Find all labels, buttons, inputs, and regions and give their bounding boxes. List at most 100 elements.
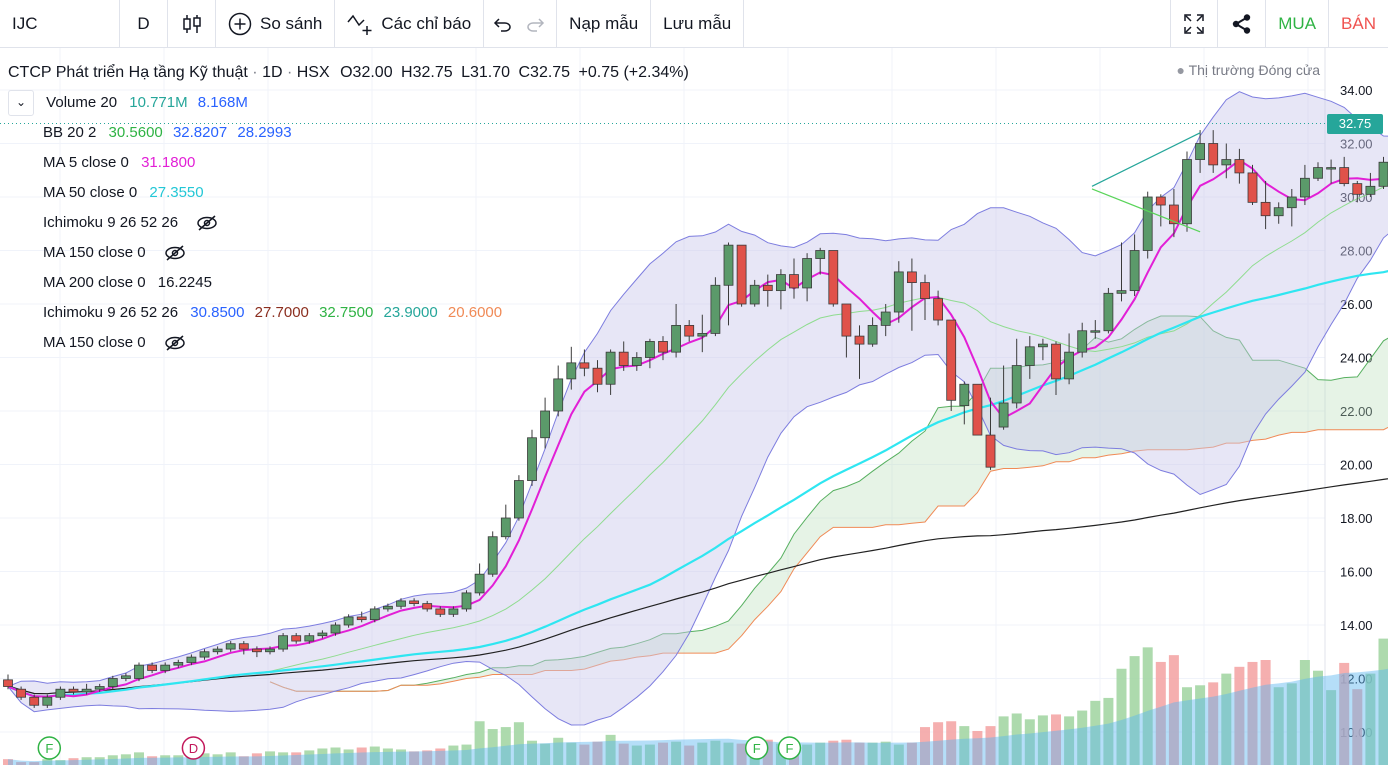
price-axis-tick: 34.00 [1340, 83, 1373, 98]
event-marker-label: D [189, 741, 198, 756]
volume-bar [474, 721, 485, 765]
candle-body [173, 662, 184, 666]
chart-type-button[interactable] [168, 0, 216, 47]
volume-bar [893, 744, 904, 765]
exchange-label: HSX [296, 64, 330, 81]
undo-button[interactable] [484, 0, 520, 47]
candle-body [762, 284, 773, 292]
candle-body [422, 603, 433, 610]
candle-body [1234, 159, 1245, 174]
event-marker [181, 736, 206, 760]
bollinger-band-fill [8, 91, 1388, 725]
volume-bar [356, 747, 367, 765]
share-button[interactable] [1218, 0, 1267, 47]
legend-ma200[interactable]: MA 200 close 0 16.2245 [43, 274, 212, 291]
volume-bar [461, 744, 472, 765]
ichimoku-span-a [269, 315, 1388, 692]
legend-ichimoku[interactable]: Ichimoku 9 26 52 26 30.8500 27.7000 32.7… [43, 304, 503, 321]
candle-body [514, 480, 524, 519]
volume-bar [684, 745, 695, 765]
chart-legend: CTCP Phát triển Hạ tầng Kỹ thuật · 1D · … [8, 58, 693, 358]
candle-body [540, 410, 550, 439]
candle-body [1011, 365, 1022, 404]
candle-body [487, 536, 498, 575]
legend-ichimoku-hidden[interactable]: Ichimoku 9 26 52 26 [8, 208, 693, 238]
fullscreen-button[interactable] [1170, 0, 1219, 47]
volume-bar [1051, 714, 1061, 765]
collapse-legend-button[interactable]: ⌄ [8, 90, 34, 117]
candle-body [1142, 196, 1153, 251]
legend-bb[interactable]: BB 20 2 30.5600 32.8207 28.2993 [43, 124, 292, 141]
candle-body [160, 664, 171, 671]
volume-bar [762, 739, 773, 765]
eye-hidden-icon[interactable] [164, 335, 186, 351]
volume-bar [382, 748, 393, 765]
candle-body [828, 250, 839, 305]
legend-ma150-hidden[interactable]: MA 150 close 0 [8, 238, 693, 268]
close-value: C32.75 [518, 64, 571, 81]
candle-body [631, 357, 642, 366]
volume-bar [500, 727, 511, 765]
ichimoku-cloud [270, 316, 1388, 692]
volume-bar [422, 750, 433, 765]
indicators-button[interactable]: Các chỉ báo [335, 0, 485, 47]
redo-button[interactable] [520, 0, 558, 47]
candle-body [959, 383, 970, 407]
volume-bar [1195, 685, 1206, 765]
volume-bar [802, 744, 813, 765]
candle-body [3, 679, 13, 687]
volume-bar [448, 745, 459, 765]
save-template-button[interactable]: Lưu mẫu [651, 0, 745, 47]
ma5-line [7, 158, 1388, 698]
candle-body [265, 648, 275, 653]
event-marker-label: F [45, 741, 53, 756]
market-status-label: Thị trường Đóng cửa [1188, 62, 1320, 78]
volume-bar [710, 740, 721, 765]
symbol-search[interactable]: IJC [0, 0, 120, 47]
volume-bar [906, 742, 917, 765]
sell-button[interactable]: BÁN [1329, 0, 1388, 47]
eye-hidden-icon[interactable] [196, 215, 218, 231]
price-chart[interactable]: 34.00 32.00 30.00 28.00 26.00 24.00 22.00 20.00… [0, 48, 1388, 765]
volume-ma-area [8, 668, 1388, 765]
legend-ma50[interactable]: MA 50 close 0 27.3550 [43, 184, 204, 201]
load-template-button[interactable]: Nạp mẫu [557, 0, 652, 47]
compare-button[interactable]: So sánh [216, 0, 336, 47]
candle-body [566, 362, 577, 380]
redo-icon [527, 17, 545, 32]
volume-bar [42, 759, 53, 765]
buy-button[interactable]: MUA [1266, 0, 1330, 47]
volume-bar [828, 740, 839, 765]
indicators-icon [347, 14, 372, 35]
change-value: +0.75 (+2.34%) [578, 64, 689, 81]
candle-body [409, 600, 420, 604]
candle-body [710, 284, 721, 334]
eye-hidden-icon[interactable] [164, 245, 186, 261]
candle-body [1221, 159, 1232, 166]
volume-bar [1182, 687, 1192, 765]
candle-body [946, 319, 957, 401]
candle-body [1378, 161, 1388, 187]
candle-body [435, 608, 446, 615]
volume-bar [68, 758, 79, 765]
volume-bar [1142, 647, 1153, 765]
volume-bar [920, 727, 930, 765]
volume-bar [946, 721, 957, 765]
volume-bar [1299, 660, 1310, 765]
volume-bar [94, 757, 105, 765]
event-marker-label: F [753, 741, 761, 756]
volume-bar [553, 737, 564, 765]
legend-ma150-hidden-2[interactable]: MA 150 close 0 [8, 328, 693, 358]
candle-body [343, 616, 354, 626]
volume-bar [238, 756, 249, 765]
legend-volume[interactable]: ⌄ Volume 20 10.771M 8.168M [8, 88, 693, 118]
legend-ma5[interactable]: MA 5 close 0 31.1800 [43, 154, 196, 171]
volume-bar [1155, 661, 1166, 765]
volume-bar [1037, 715, 1048, 765]
volume-bar [1378, 638, 1388, 765]
candle-body [1313, 167, 1323, 179]
interval-button[interactable]: D [120, 0, 168, 47]
volume-bar [160, 755, 171, 765]
candle-body [907, 271, 917, 283]
symbol-title-row: CTCP Phát triển Hạ tầng Kỹ thuật · 1D · … [8, 64, 689, 81]
